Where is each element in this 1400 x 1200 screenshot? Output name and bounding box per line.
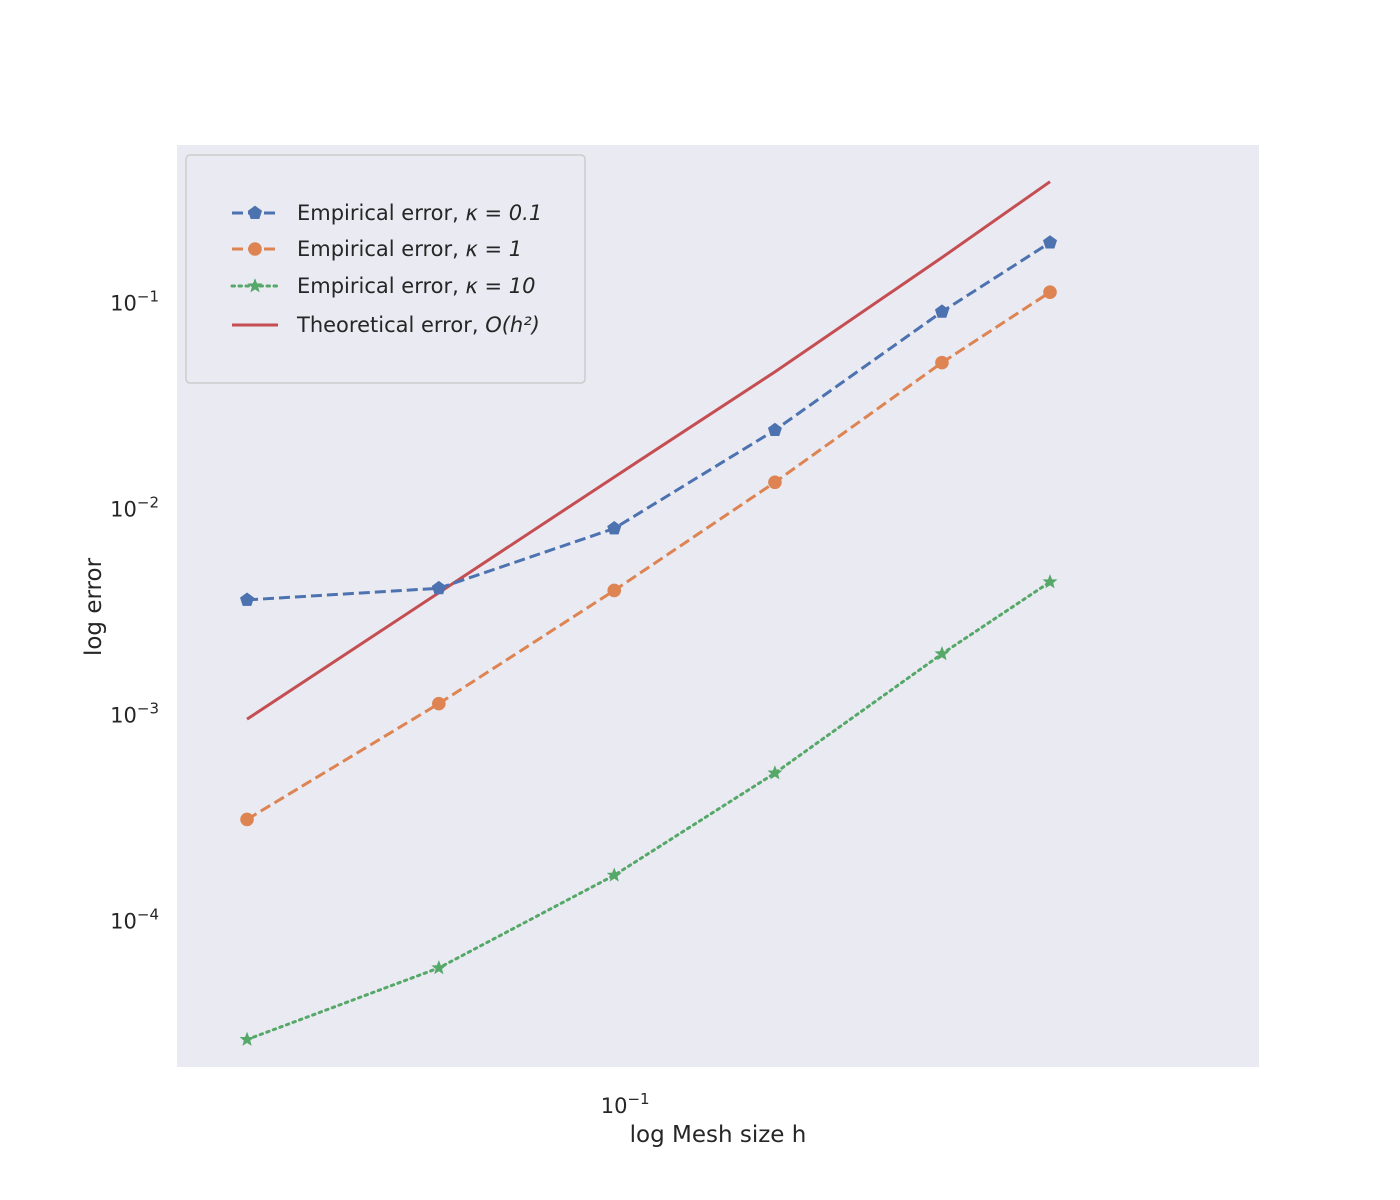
data-point-0-1 xyxy=(431,580,446,595)
legend-item-0: Empirical error, κ = 0.1 xyxy=(232,201,542,225)
legend: Empirical error, κ = 0.1 Empirical error,… xyxy=(185,154,586,384)
data-point-2-1 xyxy=(431,960,447,975)
x-axis-label: log Mesh size h xyxy=(630,1122,807,1148)
legend-label-2: Empirical error, κ = 10 xyxy=(297,274,536,298)
legend-label-0: Empirical error, κ = 0.1 xyxy=(297,201,542,225)
data-point-2-3 xyxy=(767,765,783,780)
legend-marker-0 xyxy=(247,205,263,219)
data-point-2-2 xyxy=(606,867,622,882)
ticks-layer: 10−1 10−2 10−3 10−4 10−1 xyxy=(110,287,649,1118)
legend-item-2: Empirical error, κ = 10 xyxy=(230,274,536,298)
series-line-2 xyxy=(245,580,1052,1042)
series-3 xyxy=(246,180,1051,721)
x-tick-label-0: 10−1 xyxy=(601,1090,650,1118)
data-point-1-1 xyxy=(432,696,446,711)
series-2 xyxy=(239,574,1058,1046)
y-tick-label-2: 10−3 xyxy=(110,700,159,728)
legend-label-1: Empirical error, κ = 1 xyxy=(297,237,522,261)
data-point-0-5 xyxy=(1042,235,1058,249)
y-tick-label-3: 10−4 xyxy=(110,906,159,934)
series-1 xyxy=(240,285,1057,827)
legend-marker-2 xyxy=(247,278,263,293)
series-0 xyxy=(240,235,1058,606)
data-point-1-5 xyxy=(1043,285,1057,300)
data-point-2-5 xyxy=(1042,574,1058,589)
series-layer xyxy=(239,180,1058,1046)
data-point-0-4 xyxy=(934,304,949,318)
y-tick-label-0: 10−1 xyxy=(110,287,159,315)
legend-item-3: Theoretical error, O(h²) xyxy=(232,313,540,337)
legend-item-1: Empirical error, κ = 1 xyxy=(232,237,522,261)
data-point-1-2 xyxy=(607,583,622,598)
series-line-0 xyxy=(246,241,1051,602)
series-line-3 xyxy=(246,180,1051,721)
data-point-0-0 xyxy=(240,592,255,606)
data-point-1-3 xyxy=(768,475,782,490)
data-point-1-0 xyxy=(240,812,254,827)
data-point-2-0 xyxy=(239,1031,255,1046)
data-point-1-4 xyxy=(935,355,949,370)
y-axis-label: log error xyxy=(81,557,107,656)
legend-frame xyxy=(185,154,586,384)
data-point-2-4 xyxy=(934,646,950,661)
legend-marker-1 xyxy=(248,242,262,256)
legend-label-3: Theoretical error, O(h²) xyxy=(296,313,540,337)
data-point-0-3 xyxy=(767,422,782,437)
series-line-1 xyxy=(246,290,1051,821)
data-point-0-2 xyxy=(607,521,622,535)
y-tick-label-1: 10−2 xyxy=(110,493,159,521)
